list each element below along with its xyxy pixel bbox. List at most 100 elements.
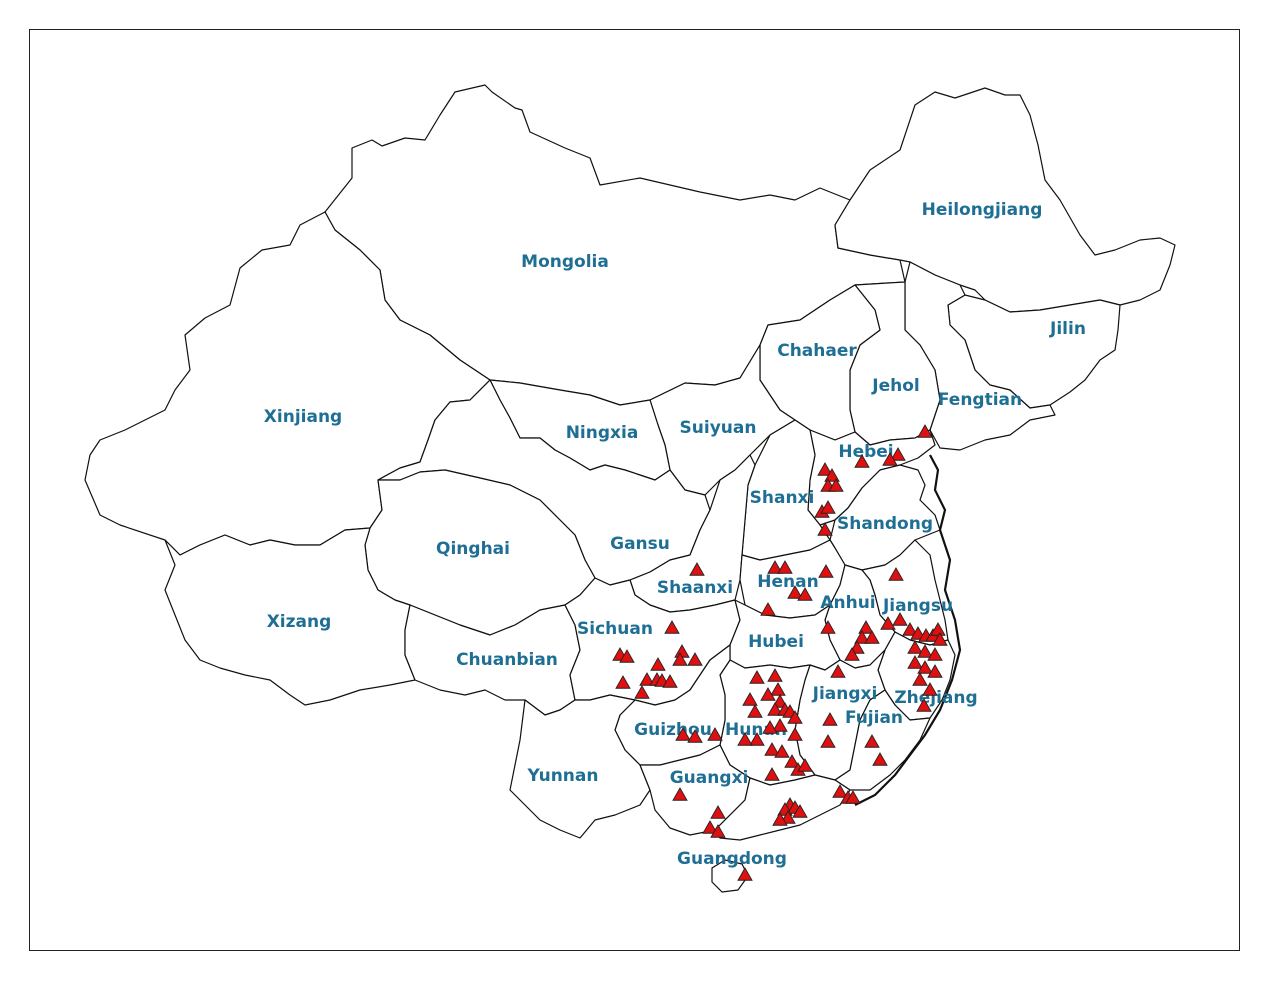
red-triangle-icon — [927, 664, 943, 678]
red-triangle-icon — [832, 784, 848, 798]
red-triangle-icon — [916, 698, 932, 712]
province-label-qinghai: Qinghai — [436, 539, 510, 559]
red-triangle-icon — [784, 754, 800, 768]
red-triangle-icon — [787, 727, 803, 741]
red-triangle-icon — [912, 672, 928, 686]
province-label-ningxia: Ningxia — [566, 423, 639, 443]
red-triangle-icon — [797, 587, 813, 601]
red-triangle-icon — [880, 616, 896, 630]
red-triangle-icon — [710, 824, 726, 838]
province-label-hebei: Hebei — [838, 442, 893, 462]
province-label-fujian: Fujian — [845, 708, 903, 728]
red-triangle-icon — [882, 452, 898, 466]
red-triangle-icon — [892, 612, 908, 626]
red-triangle-icon — [767, 668, 783, 682]
red-triangle-icon — [742, 692, 758, 706]
province-label-fengtian: Fengtian — [938, 390, 1022, 410]
red-triangle-icon — [817, 522, 833, 536]
red-triangle-icon — [890, 447, 906, 461]
red-triangle-icon — [672, 787, 688, 801]
province-hainan — [711, 859, 749, 893]
red-triangle-icon — [662, 674, 678, 688]
province-label-xinjiang: Xinjiang — [264, 407, 342, 427]
red-triangle-icon — [932, 632, 948, 646]
red-triangle-icon — [907, 655, 923, 669]
red-triangle-icon — [820, 734, 836, 748]
red-triangle-icon — [615, 675, 631, 689]
province-label-gansu: Gansu — [610, 534, 670, 554]
red-triangle-icon — [650, 657, 666, 671]
red-triangle-icon — [797, 758, 813, 772]
province-label-zhejiang: Zhejiang — [894, 688, 977, 708]
red-triangle-icon — [820, 620, 836, 634]
province-label-guizhou: Guizhou — [634, 720, 712, 740]
red-triangle-icon — [689, 562, 705, 576]
province-label-chahaer: Chahaer — [777, 341, 857, 361]
coastline — [854, 454, 962, 806]
red-triangle-icon — [828, 478, 844, 492]
red-triangle-icon — [927, 647, 943, 661]
province-label-hubei: Hubei — [748, 632, 804, 652]
red-triangle-icon — [764, 742, 780, 756]
red-triangle-icon — [770, 682, 786, 696]
red-triangle-icon — [760, 602, 776, 616]
red-triangle-icon — [737, 867, 753, 881]
red-triangle-icon — [675, 727, 691, 741]
red-triangle-icon — [707, 727, 723, 741]
red-triangle-icon — [737, 732, 753, 746]
red-triangle-icon — [749, 732, 765, 746]
red-triangle-icon — [772, 694, 788, 708]
red-triangle-icon — [767, 560, 783, 574]
province-label-shandong: Shandong — [837, 514, 933, 534]
red-triangle-icon — [702, 820, 718, 834]
red-triangle-icon — [787, 585, 803, 599]
red-triangle-icon — [817, 462, 833, 476]
red-triangle-icon — [917, 660, 933, 674]
red-triangle-icon — [710, 805, 726, 819]
red-triangle-icon — [902, 622, 918, 636]
red-triangle-icon — [672, 652, 688, 666]
red-triangle-icon — [634, 685, 650, 699]
red-triangle-icon — [792, 804, 808, 818]
province-fujian — [834, 689, 931, 791]
red-triangle-icon — [762, 720, 778, 734]
province-label-anhui: Anhui — [820, 593, 875, 613]
red-triangle-icon — [687, 729, 703, 743]
red-triangle-icon — [844, 647, 860, 661]
red-triangle-icon — [854, 454, 870, 468]
red-triangle-icon — [822, 712, 838, 726]
province-label-yunnan: Yunnan — [527, 766, 599, 786]
red-triangle-icon — [824, 468, 840, 482]
province-label-henan: Henan — [757, 572, 818, 592]
red-triangle-icon — [854, 630, 870, 644]
red-triangle-icon — [872, 752, 888, 766]
red-triangle-icon — [760, 687, 776, 701]
province-label-shanxi: Shanxi — [750, 488, 815, 508]
red-triangle-icon — [664, 620, 680, 634]
red-triangle-icon — [772, 718, 788, 732]
red-triangle-icon — [787, 710, 803, 724]
red-triangle-icon — [767, 702, 783, 716]
province-label-jilin: Jilin — [1049, 319, 1086, 339]
red-triangle-icon — [818, 564, 834, 578]
red-triangle-icon — [830, 664, 846, 678]
red-triangle-icon — [777, 560, 793, 574]
red-triangle-icon — [917, 424, 933, 438]
province-label-shaanxi: Shaanxi — [657, 578, 733, 598]
province-labels: Mongolia Xinjiang Heilongjiang Jilin Fengtia… — [264, 200, 1086, 869]
red-triangle-icon — [864, 630, 880, 644]
red-triangle-icon — [930, 622, 946, 636]
red-triangle-icon — [747, 704, 763, 718]
red-triangle-icon — [888, 567, 904, 581]
province-label-guangdong: Guangdong — [677, 849, 787, 869]
red-triangle-icon — [619, 649, 635, 663]
red-triangle-icon — [772, 812, 788, 826]
province-label-suiyuan: Suiyuan — [680, 418, 757, 438]
red-triangle-icon — [845, 790, 861, 804]
province-label-heilongjiang: Heilongjiang — [922, 200, 1043, 220]
red-triangle-icon — [864, 734, 880, 748]
red-triangle-icon — [820, 500, 836, 514]
province-label-sichuan: Sichuan — [577, 619, 653, 639]
red-triangle-icon — [858, 620, 874, 634]
